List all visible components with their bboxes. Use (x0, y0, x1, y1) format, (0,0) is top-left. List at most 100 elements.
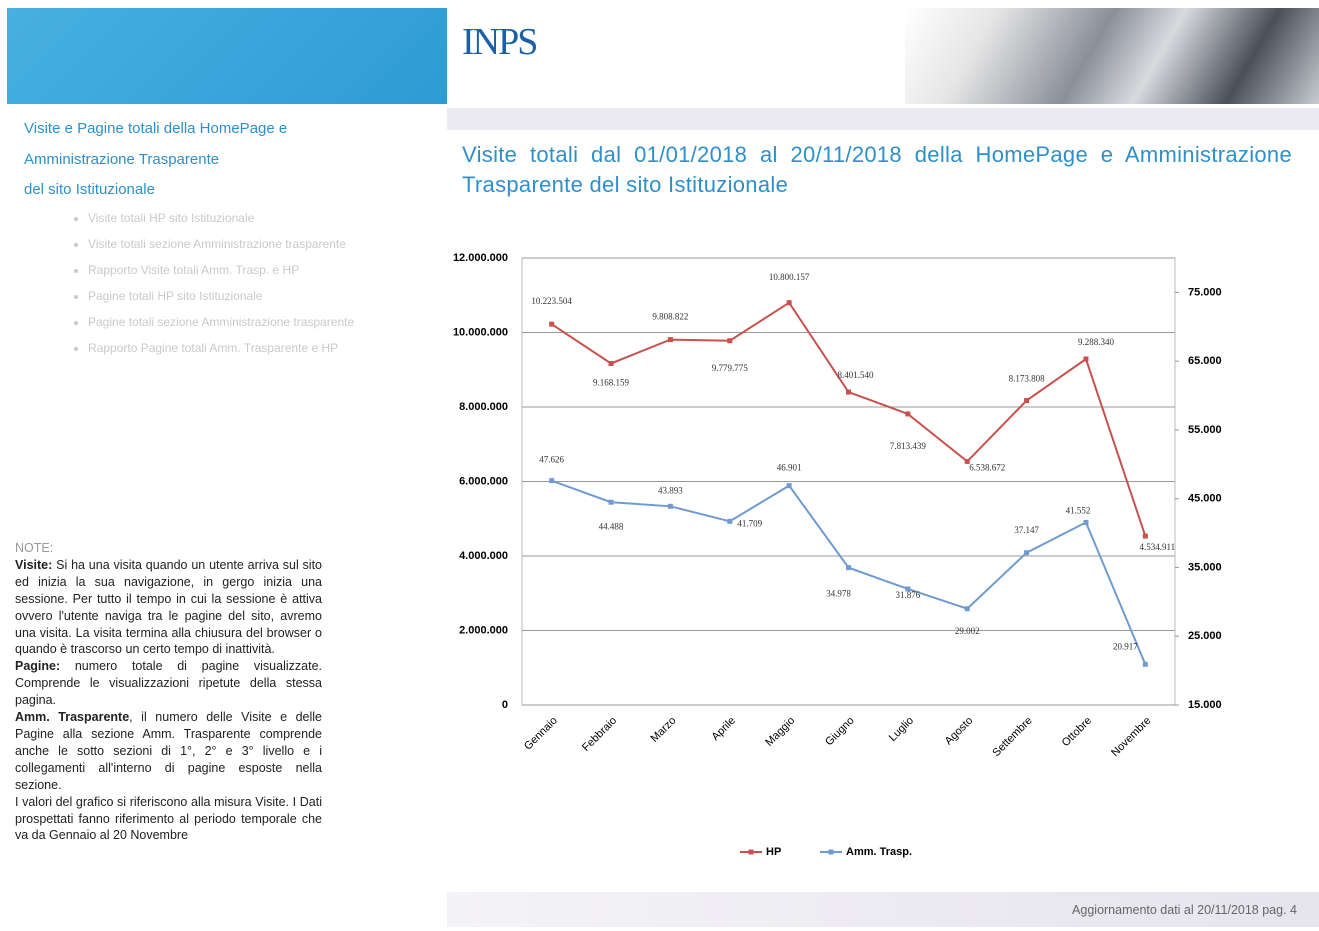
value-label: 9.808.822 (652, 312, 688, 322)
value-label: 47.626 (539, 455, 564, 465)
value-label: 34.978 (826, 589, 851, 599)
value-label: 46.901 (777, 463, 802, 473)
point (846, 565, 851, 570)
note-term: Pagine: (15, 659, 60, 673)
x-tick-label: Maggio (763, 715, 797, 749)
point (787, 300, 792, 305)
value-label: 10.800.157 (769, 272, 810, 282)
sidebar-title-line: Visite e Pagine totali della HomePage e (24, 114, 287, 145)
sidebar-item: Rapporto Pagine totali Amm. Trasparente … (88, 335, 438, 361)
point (1024, 398, 1029, 403)
sidebar-item: Pagine totali HP sito Istituzionale (88, 283, 438, 309)
value-label: 6.538.672 (969, 462, 1005, 472)
point (609, 361, 614, 366)
header-photo (905, 8, 1319, 104)
x-tick-label: Febbraio (580, 715, 619, 754)
note-term: Visite: (15, 558, 52, 572)
point (668, 504, 673, 509)
value-label: 8.173.808 (1009, 374, 1045, 384)
logo: INPS (462, 20, 536, 64)
footer-text: Aggiornamento dati al 20/11/2018 pag. 4 (1072, 903, 1297, 917)
y2-tick-label: 15.000 (1188, 699, 1222, 711)
note-paragraph: Visite: Si ha una visita quando un utent… (15, 557, 322, 658)
value-label: 43.893 (658, 485, 683, 495)
notes-label: NOTE: (15, 540, 322, 557)
value-label: 8.401.540 (838, 370, 875, 380)
y2-tick-label: 25.000 (1188, 630, 1222, 642)
series-line (552, 303, 1146, 536)
value-label: 4.534.911 (1139, 542, 1175, 552)
x-tick-label: Ottobre (1060, 715, 1094, 749)
point (727, 519, 732, 524)
note-term: Amm. Trasparente (15, 710, 129, 724)
notes: NOTE:Visite: Si ha una visita quando un … (15, 540, 322, 844)
sidebar-item: Visite totali HP sito Istituzionale (88, 205, 438, 231)
x-tick-label: Agosto (943, 715, 976, 748)
note-closing: I valori del grafico si riferiscono alla… (15, 794, 322, 845)
sidebar-item: Visite totali sezione Amministrazione tr… (88, 231, 438, 257)
y-tick-label: 0 (502, 699, 508, 711)
y-tick-label: 2.000.000 (459, 624, 508, 636)
header-banner (7, 8, 447, 104)
note-text: Si ha una visita quando un utente arriva… (15, 558, 322, 657)
point (1083, 357, 1088, 362)
point (1083, 520, 1088, 525)
x-tick-label: Giugno (823, 715, 857, 749)
value-label: 20.917 (1113, 641, 1138, 651)
sidebar-title-line: del sito Istituzionale (24, 175, 287, 206)
legend-label: Amm. Trasp. (846, 846, 912, 858)
value-label: 31.876 (895, 590, 920, 600)
y-tick-label: 6.000.000 (459, 475, 508, 487)
sidebar-list: Visite totali HP sito IstituzionaleVisit… (70, 205, 438, 361)
sidebar-item: Rapporto Visite totali Amm. Trasp. e HP (88, 257, 438, 283)
value-label: 29.002 (955, 626, 980, 636)
point (846, 390, 851, 395)
sidebar-item: Pagine totali sezione Amministrazione tr… (88, 309, 438, 335)
y2-tick-label: 75.000 (1188, 286, 1222, 298)
value-label: 9.168.159 (593, 378, 630, 388)
point (609, 500, 614, 505)
y2-tick-label: 55.000 (1188, 424, 1222, 436)
point (549, 322, 554, 327)
x-tick-label: Gennaio (522, 715, 560, 753)
value-label: 7.813.439 (890, 441, 927, 451)
legend-marker (749, 850, 754, 855)
y-tick-label: 8.000.000 (459, 401, 508, 413)
x-tick-label: Marzo (648, 715, 678, 745)
point (549, 478, 554, 483)
x-tick-label: Aprile (710, 715, 738, 743)
legend-marker (829, 850, 834, 855)
y-tick-label: 12.000.000 (453, 252, 508, 264)
value-label: 41.552 (1066, 505, 1091, 515)
point (668, 337, 673, 342)
point (1143, 534, 1148, 539)
value-label: 41.709 (737, 518, 762, 528)
point (905, 411, 910, 416)
y-tick-label: 4.000.000 (459, 550, 508, 562)
note-text: numero totale di pagine visualizzate. Co… (15, 659, 322, 707)
y-tick-label: 10.000.000 (453, 326, 508, 338)
note-paragraph: Amm. Trasparente, il numero delle Visite… (15, 709, 322, 794)
note-paragraph: Pagine: numero totale di pagine visualiz… (15, 658, 322, 709)
point (787, 483, 792, 488)
legend-label: HP (766, 846, 781, 858)
x-tick-label: Novembre (1109, 715, 1153, 759)
divider-bar (447, 108, 1319, 130)
point (1024, 550, 1029, 555)
y2-tick-label: 45.000 (1188, 493, 1222, 505)
value-label: 9.288.340 (1078, 337, 1115, 347)
point (727, 338, 732, 343)
page: INPS Visite e Pagine totali della HomePa… (0, 0, 1319, 931)
value-label: 37.147 (1014, 525, 1039, 535)
x-tick-label: Luglio (887, 715, 916, 744)
value-label: 10.223.504 (531, 296, 572, 306)
y2-tick-label: 65.000 (1188, 355, 1222, 367)
chart: 0 2.000.000 4.000.000 6.000.000 8.000.000 10.… (440, 230, 1240, 880)
series-line (552, 481, 1146, 665)
value-label: 9.779.775 (712, 363, 749, 373)
chart-title: Visite totali dal 01/01/2018 al 20/11/20… (462, 140, 1292, 200)
sidebar-title-line: Amministrazione Trasparente (24, 145, 287, 176)
point (1143, 662, 1148, 667)
y2-tick-label: 35.000 (1188, 561, 1222, 573)
